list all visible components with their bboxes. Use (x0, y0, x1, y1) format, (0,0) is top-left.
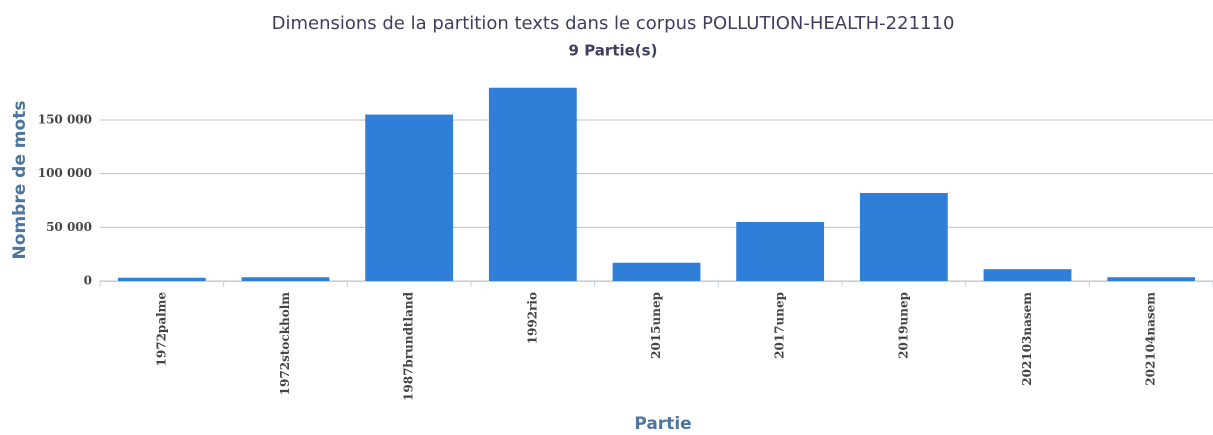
bar (241, 277, 330, 281)
bar (859, 192, 948, 281)
y-tick-label: 0 (84, 274, 92, 288)
bar (983, 269, 1072, 281)
x-axis-title: Partie (634, 414, 691, 434)
x-tick-label: 1972palme (154, 292, 168, 367)
bar (1107, 277, 1196, 281)
x-tick-label: 2019unep (896, 292, 910, 359)
chart-subtitle: 9 Partie(s) (569, 42, 658, 60)
y-axis-title: Nombre de mots (10, 101, 30, 260)
bar (117, 277, 206, 281)
chart-title: Dimensions de la partition texts dans le… (272, 13, 955, 34)
x-tick-label: 202103nasem (1020, 292, 1034, 386)
bar (612, 262, 701, 281)
bar (365, 114, 454, 281)
x-tick-label: 1972stockholm (278, 292, 292, 396)
x-tick-label: 1987brundtland (402, 291, 416, 401)
y-tick-label: 150 000 (38, 112, 92, 126)
x-tick-label: 1992rio (525, 292, 539, 344)
bar (736, 221, 825, 281)
y-tick-label: 50 000 (46, 220, 92, 234)
x-tick-label: 2017unep (773, 292, 787, 359)
bar (488, 87, 577, 281)
x-tick-label: 202104nasem (1144, 292, 1158, 386)
x-tick-label: 2015unep (649, 292, 663, 359)
y-tick-label: 100 000 (38, 166, 92, 180)
